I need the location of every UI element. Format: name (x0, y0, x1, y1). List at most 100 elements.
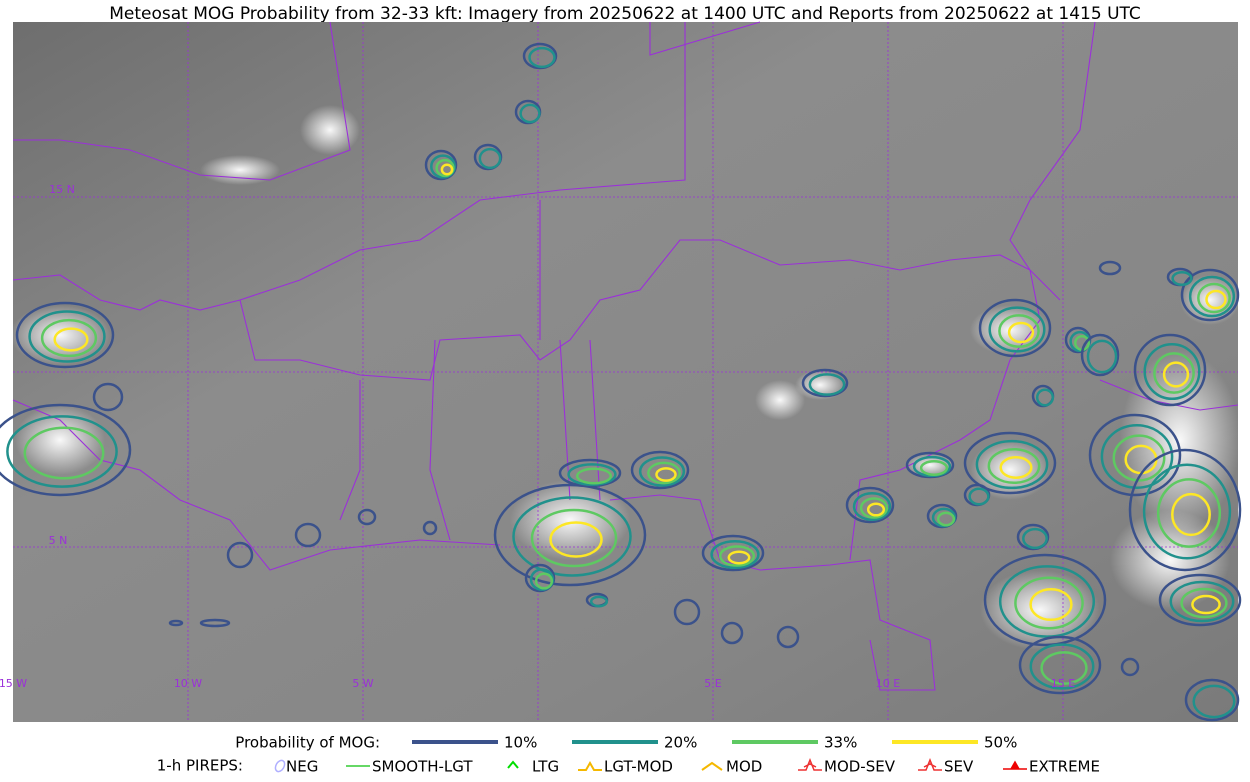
contour (519, 103, 541, 124)
contour (199, 618, 231, 628)
contour (357, 508, 377, 526)
contour (1098, 260, 1122, 276)
lon-label: 15 W (0, 677, 27, 690)
contour (999, 456, 1033, 479)
legend-label: 50% (984, 734, 1017, 752)
contour (845, 486, 895, 524)
contour (1153, 352, 1195, 394)
contour (859, 497, 889, 519)
contour (567, 463, 617, 486)
contour (673, 598, 701, 626)
contour (630, 450, 690, 490)
contour (998, 565, 1096, 638)
contour (638, 456, 686, 487)
contour (1112, 434, 1166, 482)
contour (435, 158, 455, 178)
contour (1080, 333, 1120, 377)
contour (710, 539, 760, 570)
cloud (795, 370, 845, 400)
contour (1143, 342, 1201, 401)
legend-label: MOD-SEV (824, 758, 896, 776)
contour (422, 520, 438, 536)
contour (1120, 657, 1140, 677)
legend-label: MOD (726, 758, 762, 776)
contour (1088, 413, 1182, 497)
legend-label: LTG (532, 758, 559, 776)
pirep-legend: NEG SMOOTH-LGT LTG LGT-MOD MOD MOD-SEV SEV EXTR… (274, 758, 1100, 776)
lon-label: 5 W (352, 677, 373, 690)
legend-label: SMOOTH-LGT (372, 758, 473, 776)
contour (28, 310, 106, 363)
contour (655, 467, 677, 482)
contour (1128, 448, 1242, 572)
contour (1100, 424, 1174, 489)
contour (589, 595, 609, 608)
contour (963, 431, 1057, 495)
cloud (755, 380, 805, 420)
contour (1188, 275, 1236, 318)
legend-icon (507, 760, 519, 769)
cloud (1110, 510, 1230, 610)
contour (1184, 678, 1240, 722)
legend-label: SEV (944, 758, 974, 776)
contour (528, 46, 556, 69)
cloud (15, 405, 105, 475)
contour (988, 306, 1046, 353)
contour (1180, 268, 1240, 322)
contour (720, 621, 744, 645)
legend-title: Probability of MOG: (235, 734, 380, 752)
contour (1133, 333, 1207, 407)
contour (530, 508, 618, 568)
contour (168, 619, 184, 627)
lon-label: 10 E (876, 677, 900, 690)
contour (1035, 388, 1055, 407)
contour (575, 467, 613, 485)
contour (512, 496, 632, 577)
legend-label: 20% (664, 734, 697, 752)
probability-contours (0, 42, 1242, 722)
probability-legend: 10% 20% 33% 50% (412, 734, 1017, 752)
contour (6, 415, 118, 488)
title: Meteosat MOG Probability from 32-33 kft:… (109, 4, 1141, 24)
lat-label: 15 N (49, 183, 75, 196)
contour (1191, 594, 1221, 615)
contour (1014, 576, 1084, 630)
legend-icon (1003, 760, 1027, 770)
contour (1158, 573, 1242, 627)
contour (647, 461, 681, 485)
lon-label: 10 W (174, 677, 202, 690)
graticule (13, 22, 1238, 722)
contour (1171, 271, 1193, 286)
borders (12, 21, 1239, 691)
contour (1205, 289, 1227, 310)
lon-label: 5 E (704, 677, 721, 690)
contour (866, 502, 886, 517)
contour (1016, 523, 1050, 551)
contour (440, 163, 454, 176)
cloud (200, 155, 280, 185)
legend-label: LGT-MOD (604, 758, 673, 776)
contour (1180, 587, 1228, 619)
contour (1018, 635, 1102, 695)
contour (15, 301, 115, 369)
legend-label: NEG (286, 758, 318, 776)
contour (808, 373, 846, 396)
contour (987, 447, 1041, 485)
legend-icon (578, 760, 602, 771)
legend-icon (274, 759, 286, 773)
legend-label: 10% (504, 734, 537, 752)
contour (534, 572, 554, 590)
contour (1169, 580, 1235, 623)
contour (549, 521, 603, 558)
contour (919, 460, 949, 476)
cloud (300, 105, 360, 155)
contour (40, 318, 98, 358)
contour (1162, 361, 1190, 388)
contour (424, 149, 458, 181)
contour (1086, 339, 1118, 374)
contour (226, 541, 254, 569)
contour (1029, 643, 1095, 690)
legend-icon (701, 761, 723, 771)
contour (92, 382, 124, 412)
